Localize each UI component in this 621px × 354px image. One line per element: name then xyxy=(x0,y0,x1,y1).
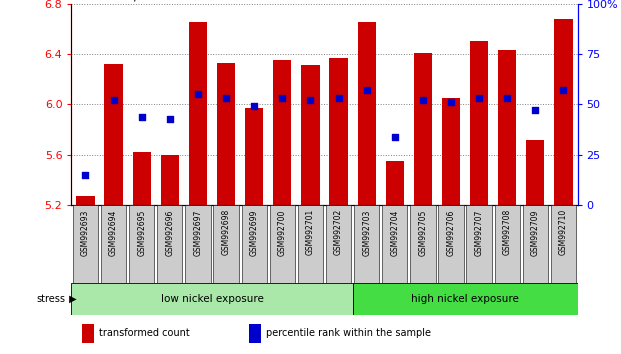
Text: GSM992693: GSM992693 xyxy=(81,209,90,256)
Text: GSM992701: GSM992701 xyxy=(306,209,315,256)
FancyBboxPatch shape xyxy=(382,205,407,283)
Bar xyxy=(470,41,488,205)
FancyBboxPatch shape xyxy=(214,205,238,283)
Point xyxy=(474,96,484,101)
Point xyxy=(502,96,512,101)
Point xyxy=(81,172,91,178)
Text: stress: stress xyxy=(36,294,65,304)
Point xyxy=(558,87,568,93)
Text: high nickel exposure: high nickel exposure xyxy=(411,294,519,304)
Bar xyxy=(414,53,432,205)
Text: GSM992704: GSM992704 xyxy=(390,209,399,256)
Text: percentile rank within the sample: percentile rank within the sample xyxy=(266,328,431,338)
Bar xyxy=(442,98,460,205)
Bar xyxy=(245,108,263,205)
Text: GSM992709: GSM992709 xyxy=(531,209,540,256)
Text: GSM992698: GSM992698 xyxy=(222,209,230,256)
Bar xyxy=(248,324,261,343)
Point xyxy=(418,98,428,103)
Bar xyxy=(386,161,404,205)
Bar xyxy=(329,58,348,205)
Bar xyxy=(76,196,94,205)
Point xyxy=(109,98,119,103)
Text: GSM992697: GSM992697 xyxy=(194,209,202,256)
Point xyxy=(390,134,400,139)
FancyBboxPatch shape xyxy=(466,205,492,283)
FancyBboxPatch shape xyxy=(354,205,379,283)
FancyBboxPatch shape xyxy=(73,205,98,283)
Text: GSM992708: GSM992708 xyxy=(503,209,512,256)
FancyBboxPatch shape xyxy=(129,205,155,283)
Point xyxy=(333,96,343,101)
Bar xyxy=(526,140,545,205)
FancyBboxPatch shape xyxy=(242,205,267,283)
Bar xyxy=(71,283,353,315)
FancyBboxPatch shape xyxy=(270,205,295,283)
Point xyxy=(165,116,175,121)
Text: low nickel exposure: low nickel exposure xyxy=(161,294,263,304)
Bar xyxy=(217,63,235,205)
FancyBboxPatch shape xyxy=(297,205,323,283)
Bar xyxy=(161,155,179,205)
Text: GSM992702: GSM992702 xyxy=(334,209,343,256)
Bar xyxy=(104,64,123,205)
Text: transformed count: transformed count xyxy=(99,328,190,338)
FancyBboxPatch shape xyxy=(438,205,464,283)
FancyBboxPatch shape xyxy=(410,205,435,283)
Text: ▶: ▶ xyxy=(66,294,77,304)
Point xyxy=(306,98,315,103)
Text: GSM992696: GSM992696 xyxy=(165,209,175,256)
Bar xyxy=(555,19,573,205)
Bar xyxy=(301,65,320,205)
Text: GSM992699: GSM992699 xyxy=(250,209,259,256)
Text: GSM992703: GSM992703 xyxy=(362,209,371,256)
Bar xyxy=(353,283,578,315)
Bar xyxy=(273,60,291,205)
Point xyxy=(193,92,203,97)
Point xyxy=(361,87,371,93)
Bar xyxy=(358,22,376,205)
Text: GSM992700: GSM992700 xyxy=(278,209,287,256)
FancyBboxPatch shape xyxy=(523,205,548,283)
Text: GSM992694: GSM992694 xyxy=(109,209,118,256)
Bar xyxy=(132,152,151,205)
Point xyxy=(530,108,540,113)
Point xyxy=(249,104,259,109)
FancyBboxPatch shape xyxy=(494,205,520,283)
FancyBboxPatch shape xyxy=(551,205,576,283)
Bar xyxy=(81,324,94,343)
Text: GSM992706: GSM992706 xyxy=(446,209,455,256)
Bar xyxy=(498,50,517,205)
Text: GSM992707: GSM992707 xyxy=(474,209,484,256)
Point xyxy=(221,96,231,101)
Point xyxy=(446,99,456,105)
Text: GSM992695: GSM992695 xyxy=(137,209,146,256)
Text: GSM992705: GSM992705 xyxy=(419,209,427,256)
Text: GDS4974 / 8003808: GDS4974 / 8003808 xyxy=(71,0,199,2)
Bar xyxy=(189,22,207,205)
Point xyxy=(278,96,288,101)
Text: GSM992710: GSM992710 xyxy=(559,209,568,256)
Point xyxy=(137,114,147,119)
FancyBboxPatch shape xyxy=(101,205,126,283)
FancyBboxPatch shape xyxy=(185,205,211,283)
FancyBboxPatch shape xyxy=(157,205,183,283)
FancyBboxPatch shape xyxy=(326,205,351,283)
